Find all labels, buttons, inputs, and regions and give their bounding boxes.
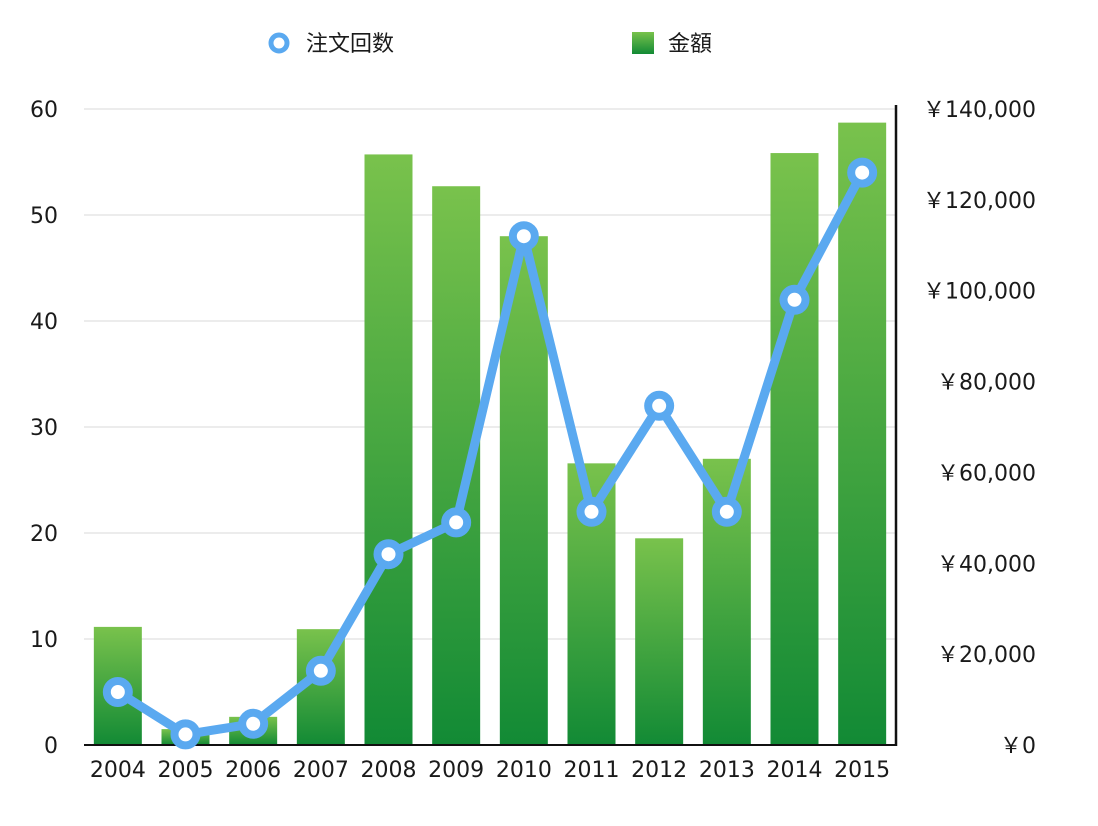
bar-2012 [635,538,684,745]
left-tick-label: 60 [30,98,58,123]
line-point-2011 [576,496,607,527]
right-tick-label: ￥80,000 [937,371,1036,396]
left-tick-label: 40 [30,310,58,335]
line-point-2010 [508,221,539,252]
x-tick-label: 2014 [767,758,823,783]
bar-2015 [838,122,887,746]
right-tick-label: ￥140,000 [923,98,1036,123]
right-tick-label: ￥40,000 [937,552,1036,577]
line-point-2012 [644,390,675,421]
legend-entry-amount: 金額 [668,32,712,57]
right-tick-label: ￥100,000 [923,280,1036,305]
x-tick-label: 2009 [428,758,484,783]
bar-2008 [364,154,413,745]
legend-bar-swatch [632,32,654,54]
left-axis-ticks: 0 10 20 30 40 50 60 [30,98,58,759]
right-tick-label: ￥0 [1000,734,1036,759]
legend-line-marker [268,32,290,54]
x-tick-label: 2011 [564,758,620,783]
left-tick-label: 50 [30,204,58,229]
x-tick-label: 2004 [90,758,146,783]
line-point-2009 [441,507,472,538]
right-tick-label: ￥60,000 [937,461,1036,486]
axes [84,105,898,746]
left-tick-label: 20 [30,522,58,547]
line-point-2015 [847,157,878,188]
x-tick-label: 2015 [834,758,890,783]
bar-series [93,122,887,746]
line-point-2004 [102,677,133,707]
left-tick-label: 10 [30,628,58,653]
left-tick-label: 0 [44,734,58,759]
line-point-2007 [305,655,336,686]
x-tick-label: 2010 [496,758,552,783]
x-tick-label: 2008 [361,758,417,783]
line-point-2005 [170,719,201,750]
line-point-2014 [779,284,810,315]
legend-entry-orders: 注文回数 [306,32,394,57]
right-tick-label: ￥120,000 [923,189,1036,214]
gridlines [84,108,896,640]
line-point-2006 [238,708,269,739]
line-point-2013 [711,496,742,527]
legend: 注文回数 金額 [268,32,712,57]
line-point-2008 [373,539,404,570]
x-tick-label: 2013 [699,758,755,783]
left-tick-label: 30 [30,416,58,441]
right-tick-label: ￥20,000 [937,643,1036,668]
x-tick-label: 2005 [158,758,214,783]
line-series [102,157,878,750]
x-tick-label: 2007 [293,758,349,783]
x-axis-ticks: 2004 2005 2006 2007 2008 2009 2010 2011 2012 2013… [90,758,890,783]
x-tick-label: 2006 [225,758,281,783]
bar-2014 [770,153,819,745]
right-axis-ticks: ￥0 ￥20,000 ￥40,000 ￥60,000 ￥80,000 ￥100,000 ￥1… [923,98,1036,759]
x-tick-label: 2012 [631,758,687,783]
